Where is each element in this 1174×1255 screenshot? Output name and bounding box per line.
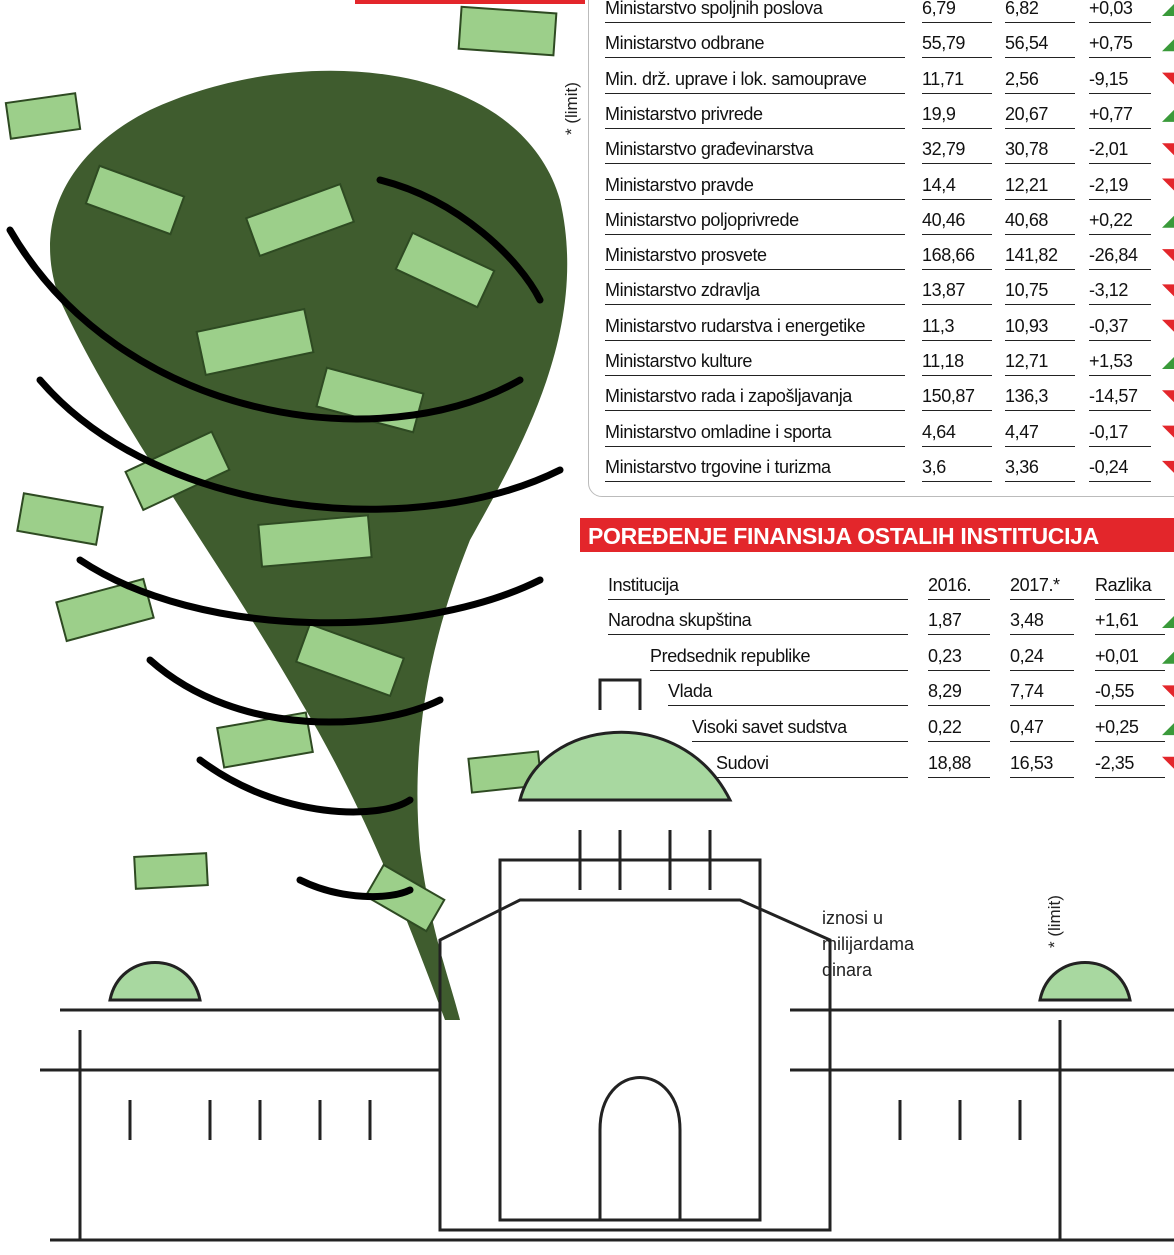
value-2016: 32,79 xyxy=(922,135,992,164)
value-2017: 7,74 xyxy=(1010,677,1074,706)
value-2017: 3,36 xyxy=(1005,453,1075,482)
institution: Ministarstvo rudarstva i energetike xyxy=(605,312,905,341)
institution: Ministarstvo građevinarstva xyxy=(605,135,905,164)
institution: Narodna skupština xyxy=(608,606,908,635)
value-2016: 55,79 xyxy=(922,29,992,58)
value-2016: 19,9 xyxy=(922,100,992,129)
value-2017: 141,82 xyxy=(1005,241,1075,270)
institution: Ministarstvo spoljnih poslova xyxy=(605,0,905,23)
value-2017: 0,24 xyxy=(1010,642,1074,671)
institution: Min. drž. uprave i lok. samouprave xyxy=(605,65,905,94)
limit-note: * (limit) xyxy=(1045,895,1065,948)
column-header: Razlika xyxy=(1095,571,1165,600)
value-2017: 4,47 xyxy=(1005,418,1075,447)
value-2016: 0,23 xyxy=(928,642,990,671)
value-2016: 1,87 xyxy=(928,606,990,635)
difference: -0,37 xyxy=(1089,312,1151,341)
limit-note: * (limit) xyxy=(562,82,582,135)
value-2016: 13,87 xyxy=(922,276,992,305)
table-title: POREĐENJE FINANSIJA OSTALIH INSTITUCIJA xyxy=(580,518,1174,552)
institution: Ministarstvo kulture xyxy=(605,347,905,376)
value-2017: 136,3 xyxy=(1005,382,1075,411)
value-2016: 0,22 xyxy=(928,713,990,742)
value-2016: 11,18 xyxy=(922,347,992,376)
value-2017: 56,54 xyxy=(1005,29,1075,58)
institution: Ministarstvo omladine i sporta xyxy=(605,418,905,447)
note-line: dinara xyxy=(822,957,914,983)
difference: +0,22 xyxy=(1089,206,1151,235)
value-2017: 30,78 xyxy=(1005,135,1075,164)
difference: +0,01 xyxy=(1095,642,1165,671)
difference: +0,77 xyxy=(1089,100,1151,129)
infographic: POREĐENJE FINANSIJA OSTALIH INSTITUCIJA … xyxy=(0,0,1174,1255)
value-2016: 11,71 xyxy=(922,65,992,94)
difference: +1,61 xyxy=(1095,606,1165,635)
value-2016: 14,4 xyxy=(922,171,992,200)
value-2016: 8,29 xyxy=(928,677,990,706)
difference: -2,01 xyxy=(1089,135,1151,164)
difference: +0,03 xyxy=(1089,0,1151,23)
difference: +0,25 xyxy=(1095,713,1165,742)
institution: Ministarstvo odbrane xyxy=(605,29,905,58)
difference: -3,12 xyxy=(1089,276,1151,305)
value-2017: 12,71 xyxy=(1005,347,1075,376)
difference: -0,17 xyxy=(1089,418,1151,447)
value-2016: 6,79 xyxy=(922,0,992,23)
value-2016: 3,6 xyxy=(922,453,992,482)
accent-bar xyxy=(355,0,585,4)
institution: Visoki savet sudstva xyxy=(692,713,908,742)
value-2017: 20,67 xyxy=(1005,100,1075,129)
institution: Ministarstvo prosvete xyxy=(605,241,905,270)
note-line: milijardama xyxy=(822,931,914,957)
value-2016: 4,64 xyxy=(922,418,992,447)
institution: Predsednik republike xyxy=(650,642,908,671)
institution: Ministarstvo trgovine i turizma xyxy=(605,453,905,482)
difference: +0,75 xyxy=(1089,29,1151,58)
difference: -2,19 xyxy=(1089,171,1151,200)
value-2017: 2,56 xyxy=(1005,65,1075,94)
value-2016: 11,3 xyxy=(922,312,992,341)
value-2017: 10,75 xyxy=(1005,276,1075,305)
difference: -0,24 xyxy=(1089,453,1151,482)
institution: Sudovi xyxy=(716,749,908,778)
institution: Ministarstvo pravde xyxy=(605,171,905,200)
value-2017: 40,68 xyxy=(1005,206,1075,235)
value-2016: 18,88 xyxy=(928,749,990,778)
value-2017: 10,93 xyxy=(1005,312,1075,341)
value-2017: 12,21 xyxy=(1005,171,1075,200)
value-2016: 40,46 xyxy=(922,206,992,235)
value-2016: 168,66 xyxy=(922,241,992,270)
institution: Ministarstvo poljoprivrede xyxy=(605,206,905,235)
institution: Ministarstvo zdravlja xyxy=(605,276,905,305)
value-2017: 0,47 xyxy=(1010,713,1074,742)
institution: Ministarstvo rada i zapošljavanja xyxy=(605,382,905,411)
institution: Ministarstvo privrede xyxy=(605,100,905,129)
column-header: 2017.* xyxy=(1010,571,1074,600)
value-2017: 3,48 xyxy=(1010,606,1074,635)
difference: -2,35 xyxy=(1095,749,1165,778)
difference: -0,55 xyxy=(1095,677,1165,706)
difference: -26,84 xyxy=(1089,241,1151,270)
value-2017: 6,82 xyxy=(1005,0,1075,23)
difference: -9,15 xyxy=(1089,65,1151,94)
institution: Vlada xyxy=(668,677,908,706)
note-line: iznosi u xyxy=(822,905,914,931)
difference: -14,57 xyxy=(1089,382,1151,411)
value-2016: 150,87 xyxy=(922,382,992,411)
column-header: Institucija xyxy=(608,571,908,600)
value-2017: 16,53 xyxy=(1010,749,1074,778)
column-header: 2016. xyxy=(928,571,990,600)
difference: +1,53 xyxy=(1089,347,1151,376)
